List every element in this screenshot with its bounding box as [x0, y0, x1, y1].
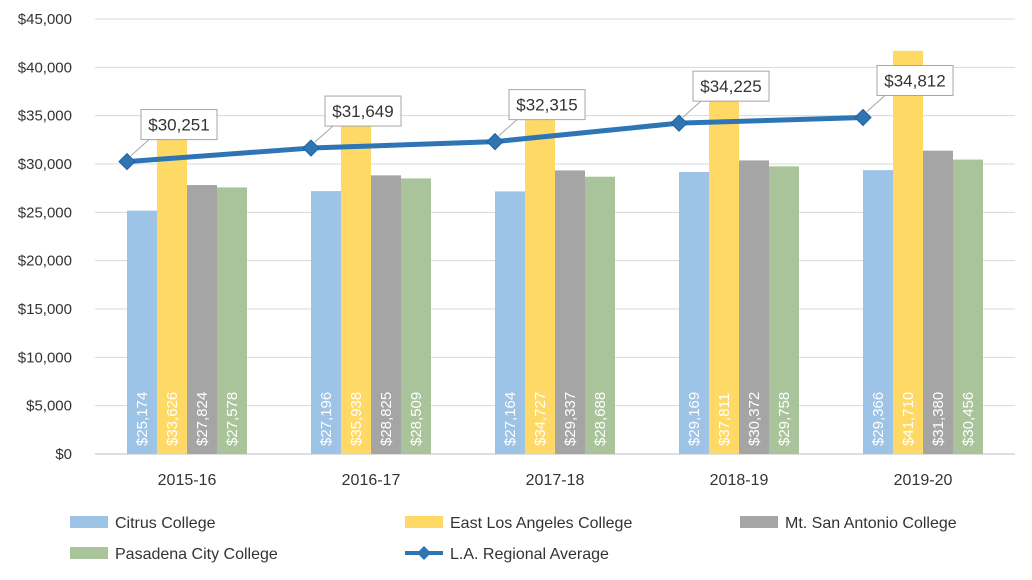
legend-item: Citrus College	[70, 515, 216, 532]
legend-label: Citrus College	[115, 515, 216, 532]
callout-box	[140, 109, 218, 141]
bar	[495, 191, 525, 454]
y-tick-label: $15,000	[18, 301, 72, 318]
line-value-label: $34,225	[700, 77, 761, 96]
bar-value-label: $27,164	[502, 392, 519, 446]
x-tick-label: 2019-20	[894, 472, 953, 489]
legend-label: L.A. Regional Average	[450, 546, 609, 563]
bar	[893, 50, 923, 454]
bar-value-label: $25,174	[134, 392, 151, 446]
bar	[157, 128, 187, 454]
bar	[679, 172, 709, 454]
legend-label: Mt. San Antonio College	[785, 515, 957, 532]
legend-label: East Los Angeles College	[450, 515, 632, 532]
bar	[127, 210, 157, 454]
bar-value-label: $27,196	[318, 392, 335, 446]
bar	[769, 166, 799, 454]
y-tick-label: $10,000	[18, 349, 72, 366]
x-tick-label: 2018-19	[710, 472, 769, 489]
bar-value-label: $28,825	[378, 392, 395, 446]
bar-value-label: $37,811	[716, 393, 733, 446]
bar	[217, 187, 247, 455]
y-tick-label: $5,000	[26, 398, 72, 415]
bar-value-label: $30,372	[746, 392, 763, 446]
y-tick-label: $30,000	[18, 156, 72, 173]
bar-value-label: $41,710	[900, 392, 917, 446]
legend-item: Mt. San Antonio College	[740, 515, 957, 532]
legend-item: East Los Angeles College	[405, 515, 632, 532]
callout-box	[508, 89, 586, 121]
line-value-label: $32,315	[516, 96, 577, 115]
bar-value-label: $29,366	[870, 392, 887, 446]
bar-value-label: $27,824	[194, 392, 211, 446]
bar-value-label: $29,758	[776, 392, 793, 446]
line-value-label: $31,649	[332, 102, 393, 121]
bar	[585, 176, 615, 454]
legend-item: L.A. Regional Average	[405, 546, 609, 563]
y-tick-label: $25,000	[18, 204, 72, 221]
line-value-label: $30,251	[148, 116, 209, 135]
bar	[525, 118, 555, 454]
legend-swatch	[740, 516, 778, 528]
bar	[709, 88, 739, 455]
line-point-marker	[486, 132, 504, 151]
bar	[187, 185, 217, 454]
callout-box	[876, 64, 954, 96]
legend-swatch	[70, 516, 108, 528]
legend-item: Pasadena City College	[70, 546, 278, 563]
x-tick-label: 2017-18	[526, 472, 585, 489]
y-tick-label: $45,000	[18, 11, 72, 28]
y-tick-label: $20,000	[18, 253, 72, 270]
bar-value-label: $28,688	[592, 392, 609, 446]
bar	[341, 106, 371, 454]
line-point-marker	[118, 152, 136, 171]
x-tick-label: 2015-16	[158, 472, 217, 489]
bar-value-label: $29,169	[686, 392, 703, 446]
bar	[311, 191, 341, 454]
line-value-label: $34,812	[884, 71, 945, 90]
callout-box	[324, 95, 402, 127]
line-point-marker	[302, 139, 320, 157]
line-point-marker	[854, 108, 872, 127]
callout-box	[692, 70, 770, 102]
legend-swatch	[405, 516, 443, 528]
bar-value-label: $35,938	[348, 392, 365, 446]
bar-value-label: $27,578	[224, 392, 241, 446]
bar	[739, 160, 769, 455]
legend-swatch	[70, 547, 108, 559]
bar-value-label: $34,727	[532, 392, 549, 446]
y-tick-label: $0	[55, 446, 72, 463]
bar-value-label: $33,626	[164, 392, 181, 446]
x-tick-label: 2016-17	[342, 472, 401, 489]
bar	[953, 159, 983, 455]
bar-value-label: $28,509	[408, 392, 425, 446]
bar	[923, 150, 953, 454]
y-tick-label: $40,000	[18, 59, 72, 76]
legend-marker	[417, 546, 431, 560]
bar-value-label: $29,337	[562, 392, 579, 446]
bar-value-label: $30,456	[960, 392, 977, 446]
y-tick-label: $35,000	[18, 108, 72, 125]
legend-label: Pasadena City College	[115, 546, 278, 563]
bar	[371, 175, 401, 454]
line-point-marker	[670, 114, 688, 132]
bar-value-label: $31,380	[930, 392, 947, 446]
bar	[863, 170, 893, 454]
bar	[401, 178, 431, 454]
bar	[555, 170, 585, 454]
